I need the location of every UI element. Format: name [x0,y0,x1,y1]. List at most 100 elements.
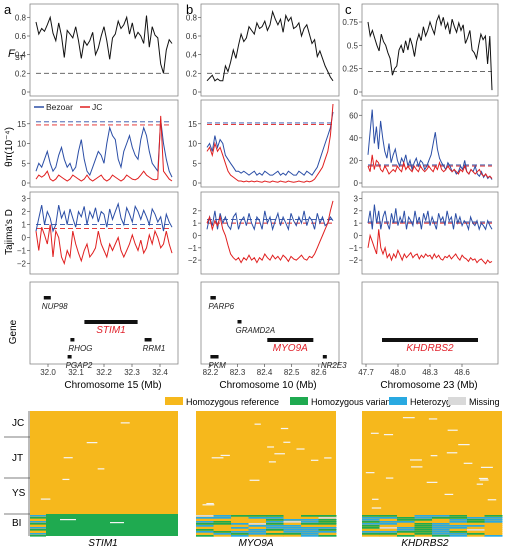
bi-stripe [467,535,485,537]
population-separators [4,411,30,536]
missing-speck [444,493,454,496]
missing-speck [296,448,305,450]
bi-stripe [467,533,485,535]
bi-stripe [248,523,267,525]
bi-stripe [248,533,267,535]
y-tick-label: 3 [22,195,27,204]
plot-tajimas_d-b: −2 −1 0 1 2 [188,191,340,275]
bi-stripe [301,519,319,521]
bi-stripe [196,523,214,525]
y-tick-label: 0 [193,231,198,240]
y-tick-label: 20 [349,156,358,165]
theta-row-label: θπ(10⁻⁴) [4,127,15,167]
bi-stripe [213,531,232,533]
panel-letter-c: c [345,2,352,17]
y-tick-label: 3 [354,194,359,203]
x-tick-label: 48.6 [454,368,470,377]
bi-stripe [362,535,380,537]
bi-stripe [432,521,450,523]
gene-track-frame [29,281,179,365]
missing-speck [402,417,415,419]
bi-stripe [213,521,232,523]
bi-stripe [379,535,398,537]
bi-stripe [432,535,450,537]
bi-stripe [467,527,485,529]
bi-stripe [362,521,380,523]
jc-series-line [35,115,173,182]
gene-track-a: 32.0 32.1 32.2 32.3 32.4 NUP98 STIM1 RHOG RRM1 PG… [29,281,179,377]
gene-label-khdrbs2: KHDRBS2 [406,343,454,354]
bi-stripe [318,529,337,531]
plot-frame [29,191,179,275]
bi-stripe [397,525,415,527]
y-tick-label: 0.75 [342,18,358,27]
bi-stripe [318,521,337,523]
bi-stripe [266,535,284,537]
fst-sub-label: ST [15,55,25,62]
gene-bar-stim1 [84,320,138,324]
missing-speck [463,462,473,464]
bi-stripe [248,527,267,529]
bi-stripe [196,535,214,537]
missing-speck [310,459,319,461]
bi-stripe [397,519,415,521]
bi-stripe [231,531,249,533]
bi-stripe [283,527,302,529]
jc-series-line [35,224,173,266]
y-tick-label: −1 [17,247,27,256]
bi-stripe [266,521,284,523]
bi-stripe [301,529,319,531]
bi-stripe [248,531,267,533]
y-tick-label: 0.4 [186,51,198,60]
bezoar-series-line [206,210,334,232]
bi-stripe [213,529,232,531]
bi-stripe [467,521,485,523]
plot-frame [200,99,340,188]
legend-swatch-missing [448,397,466,405]
bi-stripe [283,535,302,537]
gene-row-label: Gene [8,319,19,344]
gene-label-nr2e3: NR2E3 [321,361,347,370]
bi-stripe [196,527,214,529]
chromosome-label-a: Chromosome 15 (Mb) [64,380,161,391]
bi-stripe [414,521,433,523]
bi-stripe [266,529,284,531]
missing-speck [411,466,423,468]
bi-stripe [362,525,380,527]
bi-stripe [432,527,450,529]
missing-speck [428,418,438,420]
y-tick-label: 0 [22,88,27,97]
y-tick-label: 0.6 [186,32,198,41]
bi-stripe [379,531,398,533]
bi-stripe [379,529,398,531]
x-tick-label: 32.0 [40,368,56,377]
bi-stripe [266,525,284,527]
bi-stripe [414,519,433,521]
y-tick-label: 2 [22,208,27,217]
bi-stripe [449,521,468,523]
bi-variant-block [46,514,178,536]
bi-stripe [231,515,249,517]
y-tick-label: 15 [17,120,26,129]
x-tick-label: 32.2 [96,368,112,377]
bi-stripe [432,529,450,531]
bi-stripe [414,535,433,537]
y-tick-label: 10 [188,140,197,149]
y-tick-label: −2 [188,256,198,265]
bi-stripe [248,519,267,521]
gene-bar-nr2e3 [322,355,327,359]
plot-tajimas_d-c: −2 −1 0 1 2 3 [349,191,499,275]
heatmap-gene-myo9a: MYO9A [238,538,273,549]
bi-stripe [379,525,398,527]
missing-speck [211,457,224,459]
gene-track-c: 47.7 48.0 48.3 48.6 KHDRBS2 [358,281,499,377]
bi-stripe [231,521,249,523]
bi-stripe [484,529,503,531]
x-tick-label: 48.0 [390,368,406,377]
legend-label-hom-var: Homozygous variant [311,397,394,407]
y-tick-label: 0.2 [186,69,198,78]
missing-speck [283,441,291,443]
bi-stripe [266,515,284,517]
x-tick-label: 82.6 [311,368,327,377]
